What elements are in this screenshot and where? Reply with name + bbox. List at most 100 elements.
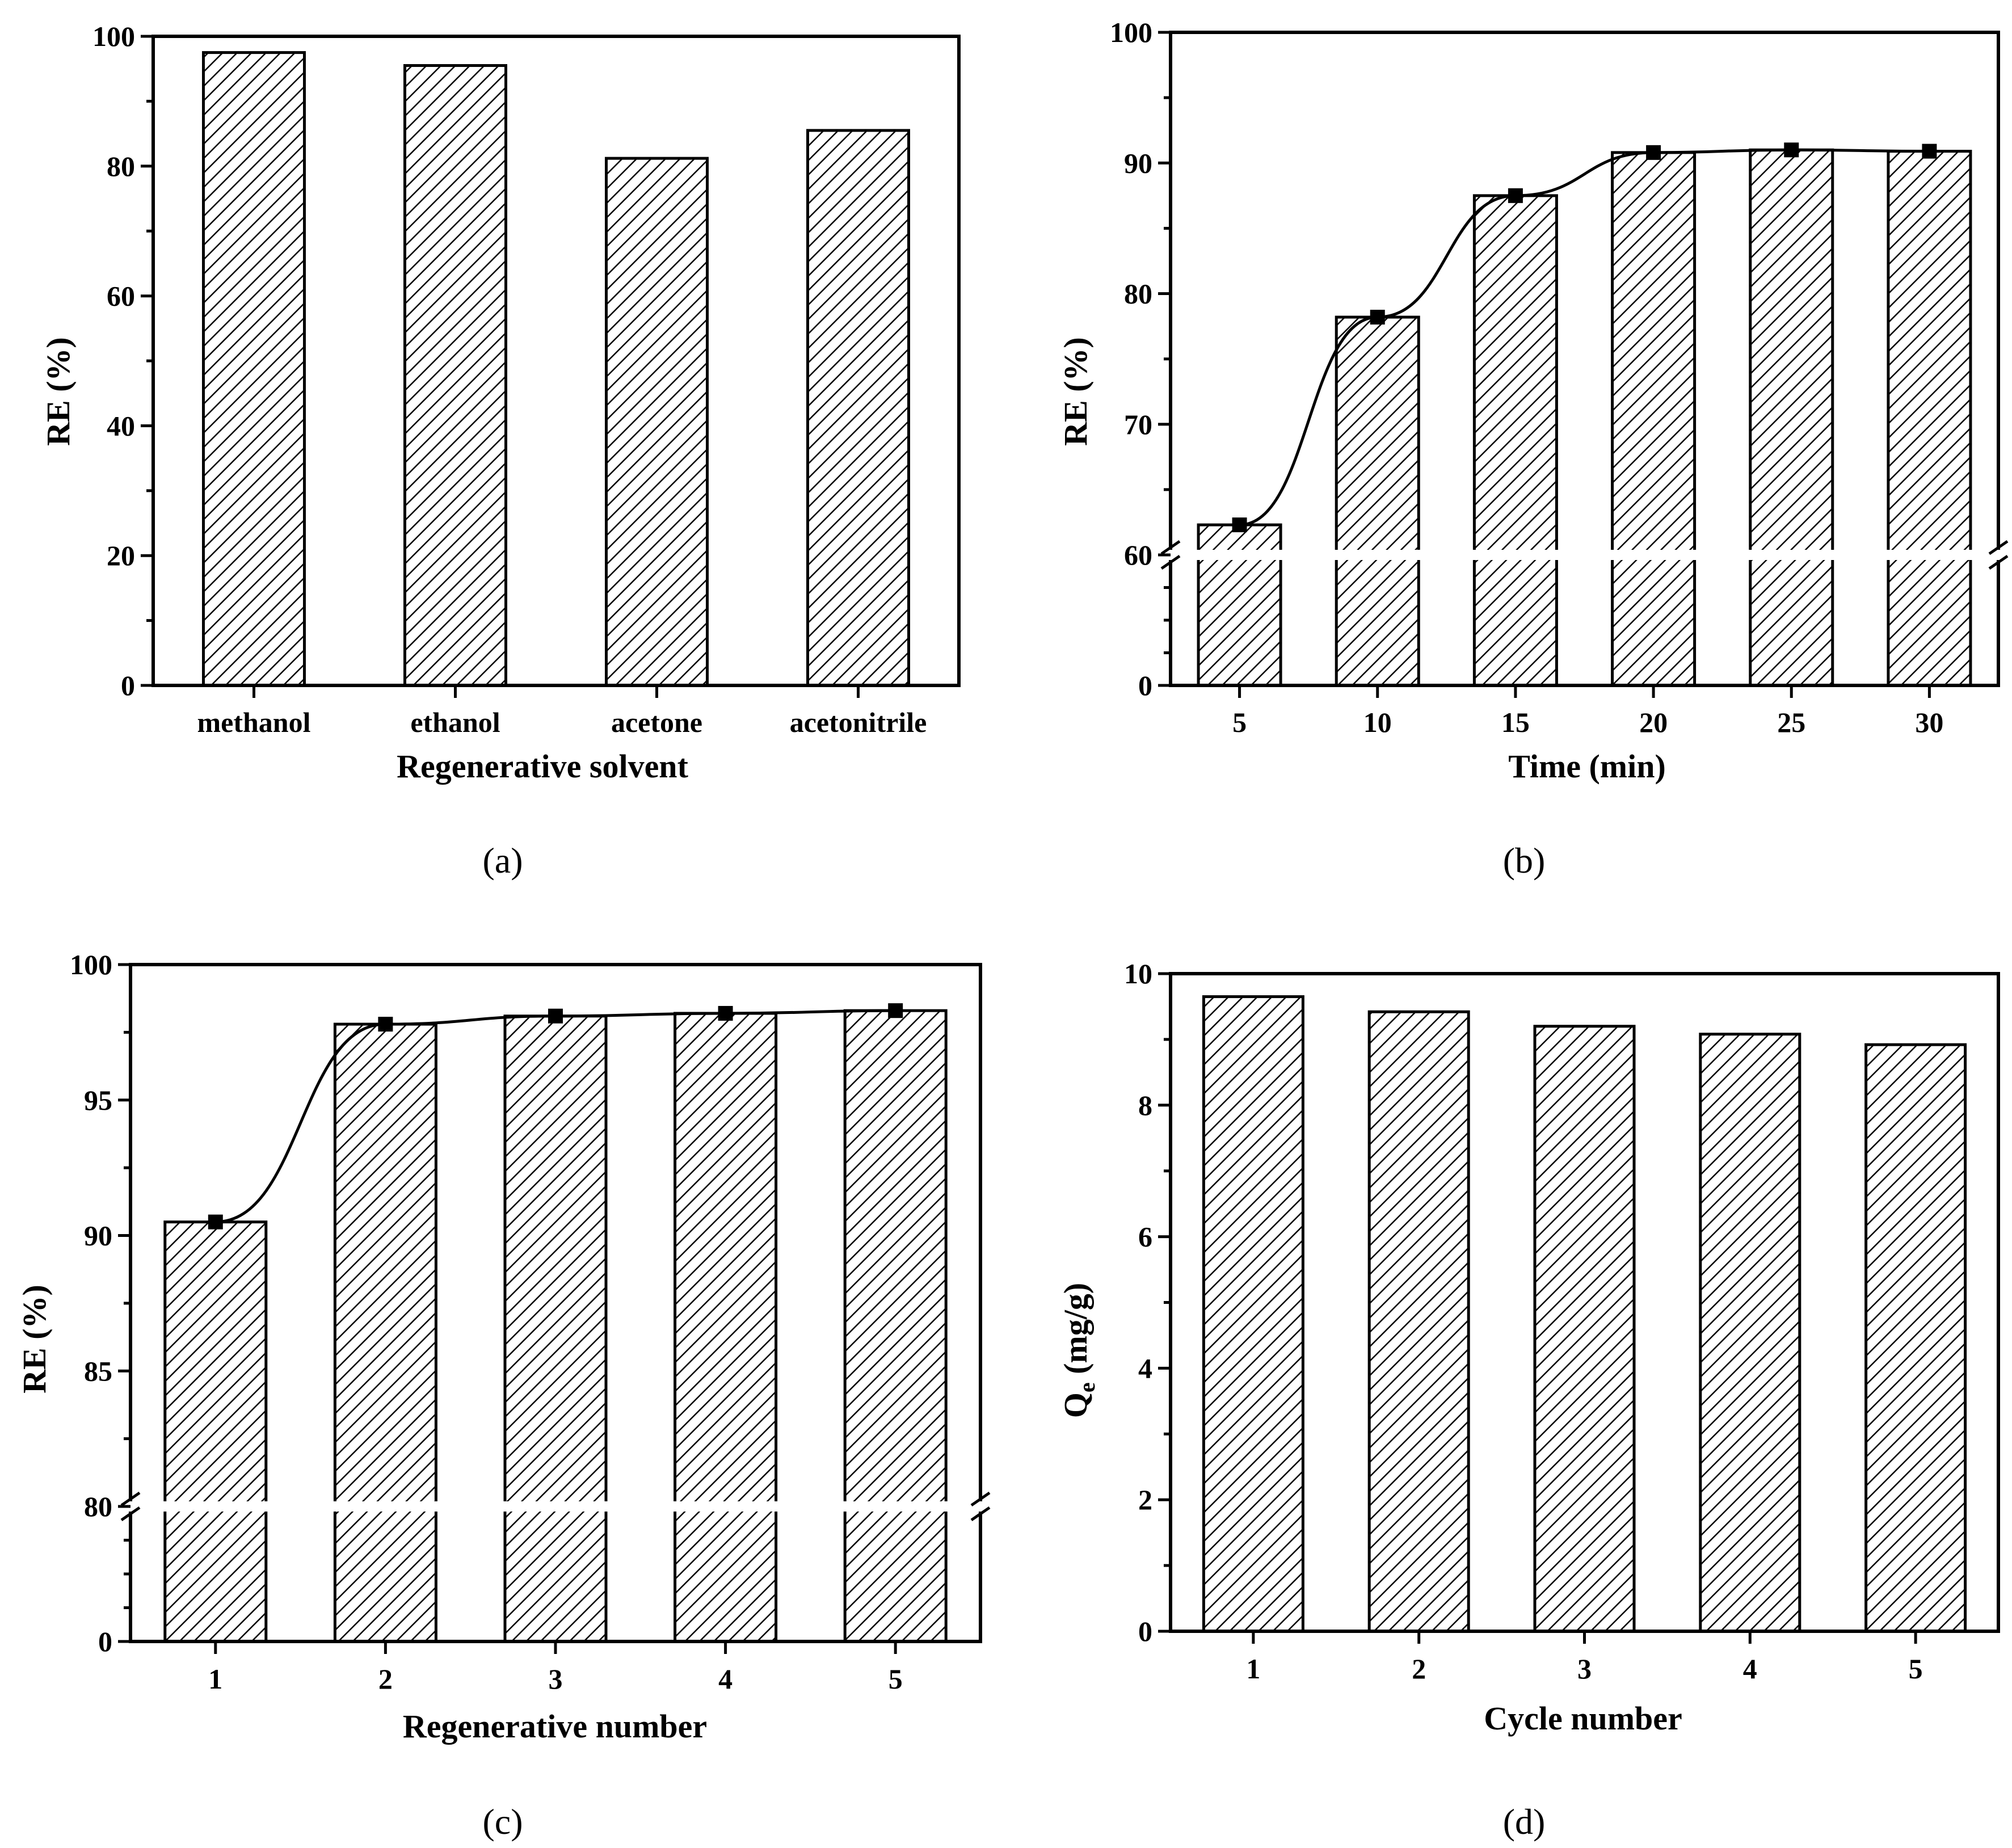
- chart-b-ytick-label: 100: [1110, 16, 1152, 48]
- chart-b-break-mark: [1988, 554, 2009, 570]
- chart-b-bar: [1335, 315, 1420, 687]
- chart-c-point: [718, 1005, 733, 1021]
- chart-c-xtick-label: 3: [549, 1663, 563, 1695]
- chart-c-ytick-label: 100: [70, 949, 112, 980]
- chart-b-ylabel: RE (%): [1057, 337, 1094, 446]
- chart-b-bar: [1611, 151, 1697, 687]
- chart-d-ytick-label: 10: [1124, 958, 1152, 990]
- chart-b-point: [1370, 309, 1385, 325]
- chart-c-bar: [503, 1014, 608, 1643]
- chart-a-xtick-label: methanol: [197, 706, 311, 738]
- chart-c-break-mark: [970, 1491, 991, 1507]
- chart-b-point: [1922, 144, 1937, 159]
- chart-b-plot: 0 60 70 80 90 100 5 10 15 20 25 30: [1110, 16, 2010, 738]
- chart-d-bar: [1202, 995, 1304, 1633]
- chart-b-xtick-label: 10: [1363, 706, 1392, 738]
- chart-a-plot: 0 20 40 60 80 100 methanol ethanol acetone aceton…: [92, 20, 961, 738]
- chart-b-frame: [1169, 31, 2000, 687]
- chart-a-xtick-label: ethanol: [410, 706, 500, 738]
- chart-b-xtick-label: 15: [1501, 706, 1530, 738]
- chart-c-ytick-label: 0: [98, 1626, 112, 1657]
- chart-a-ytick-label: 20: [107, 540, 135, 571]
- chart-c-bar: [674, 1012, 778, 1643]
- chart-c-ytick-label: 85: [84, 1355, 112, 1387]
- chart-c-ytick-label: 80: [84, 1491, 112, 1522]
- chart-d-bar: [1864, 1043, 1967, 1633]
- chart-d-panel-label: (d): [1503, 1801, 1546, 1842]
- chart-c-xtick-label: 1: [208, 1663, 222, 1695]
- chart-c-axis-break: [119, 1501, 992, 1512]
- chart-d-ytick-label: 2: [1138, 1484, 1152, 1516]
- chart-b-ytick-label: 0: [1138, 670, 1152, 701]
- chart-c-point: [208, 1214, 223, 1230]
- chart-d-xtick-label: 3: [1577, 1653, 1592, 1685]
- chart-a-ytick-label: 60: [107, 280, 135, 312]
- chart-b-xtick-label: 25: [1777, 706, 1805, 738]
- chart-c-xlabel: Regenerative number: [403, 1708, 707, 1745]
- chart-panel-d: Qe (mg/g) Cycle number (d): [1057, 1283, 1682, 1842]
- chart-b-axis-break: [1159, 550, 2010, 560]
- chart-a-bar: [806, 129, 910, 687]
- chart-a-ytick-label: 0: [121, 670, 135, 701]
- chart-d-bar: [1533, 1025, 1636, 1633]
- chart-c-ylabel: RE (%): [16, 1285, 53, 1394]
- chart-b-ytick-label: 60: [1124, 539, 1152, 571]
- chart-c-point: [548, 1008, 563, 1024]
- chart-c-bar: [163, 1220, 268, 1643]
- chart-c-series-line: [215, 1009, 896, 1224]
- chart-b-bar: [1749, 148, 1834, 687]
- chart-c-break-mark: [120, 1491, 141, 1507]
- chart-a-bar: [202, 51, 306, 687]
- chart-b-ytick-label: 70: [1124, 409, 1152, 440]
- chart-b-xtick-label: 5: [1232, 706, 1247, 738]
- chart-d-bar: [1367, 1010, 1470, 1633]
- chart-d-ylabel: Qe (mg/g): [1057, 1283, 1100, 1418]
- chart-c-break-mark: [120, 1506, 141, 1522]
- chart-panel-b: RE (%) Time (min) (b): [1057, 337, 1666, 881]
- chart-b-ytick-label: 90: [1124, 147, 1152, 179]
- chart-b-bar: [1887, 150, 1972, 687]
- chart-d-bar: [1699, 1033, 1801, 1633]
- chart-b-xlabel: Time (min): [1508, 748, 1666, 785]
- chart-a-xtick-label: acetonitrile: [790, 706, 927, 738]
- chart-d-ytick-label: 8: [1138, 1089, 1152, 1121]
- chart-c-point: [888, 1003, 903, 1018]
- chart-b-break-mark: [1988, 540, 2009, 555]
- chart-c-ytick-label: 95: [84, 1084, 112, 1116]
- chart-d-ytick-label: 0: [1138, 1615, 1152, 1647]
- chart-c-xtick-label: 5: [889, 1663, 903, 1695]
- chart-a-ylabel: RE (%): [40, 337, 77, 446]
- chart-d-xtick-label: 1: [1246, 1653, 1260, 1685]
- chart-b-xtick-label: 20: [1639, 706, 1668, 738]
- chart-b-break-mark: [1160, 554, 1181, 570]
- chart-panel-a: RE (%) Regenerative solvent (a): [40, 337, 689, 881]
- chart-b-ytick-label: 80: [1124, 278, 1152, 310]
- chart-c-plot: 0 80 85 90 95 100 1 2 3 4 5: [70, 949, 992, 1695]
- chart-a-panel-label: (a): [482, 840, 523, 881]
- chart-d-xtick-label: 2: [1412, 1653, 1426, 1685]
- chart-b-point: [1646, 145, 1661, 160]
- chart-b-point: [1232, 517, 1247, 533]
- chart-a-ytick-label: 40: [107, 410, 135, 441]
- chart-a-ytick-label: 100: [92, 20, 135, 52]
- chart-b-xtick-label: 30: [1915, 706, 1943, 738]
- chart-b-bar: [1472, 194, 1558, 687]
- chart-b-bar: [1197, 523, 1282, 687]
- chart-panel-c: RE (%) Regenerative number (c): [16, 1285, 707, 1842]
- chart-b-point: [1784, 142, 1799, 158]
- chart-d-ytick-label: 4: [1138, 1352, 1152, 1384]
- chart-d-xtick-label: 5: [1909, 1653, 1923, 1685]
- chart-c-point: [378, 1017, 393, 1032]
- chart-c-bar: [843, 1009, 948, 1643]
- chart-d-xtick-label: 4: [1743, 1653, 1757, 1685]
- chart-c-ytick-label: 90: [84, 1220, 112, 1252]
- chart-b-panel-label: (b): [1503, 840, 1546, 881]
- chart-d-xlabel: Cycle number: [1484, 1700, 1682, 1737]
- chart-c-bar: [333, 1022, 437, 1643]
- chart-c-break-mark: [970, 1506, 991, 1522]
- chart-a-xtick-label: acetone: [611, 706, 702, 738]
- chart-c-panel-label: (c): [482, 1801, 523, 1842]
- chart-b-point: [1508, 188, 1523, 203]
